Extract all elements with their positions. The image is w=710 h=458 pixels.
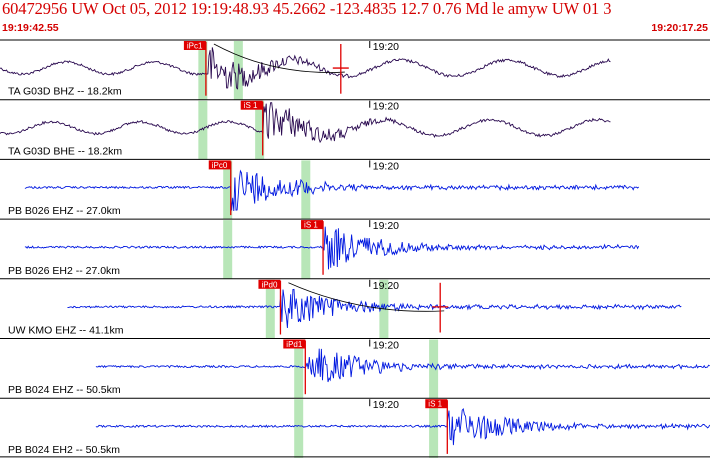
time-tick-label: 19:20 [373, 160, 399, 172]
waveform-trace [95, 348, 710, 383]
pick-label: iS 1 [428, 400, 442, 409]
pick-window [198, 100, 208, 160]
time-tick-label: 19:20 [373, 280, 399, 292]
pick-flag[interactable] [183, 41, 206, 50]
time-tick-label: 19:20 [373, 340, 399, 352]
pick-label: iPc1 [187, 42, 203, 51]
pick-flag[interactable] [208, 160, 231, 170]
channel-row[interactable]: 19:20 iS 1 PB B024 EH2 -- 50.5km [0, 397, 710, 458]
pick-window [255, 100, 265, 160]
pick-window [294, 339, 304, 399]
pick-window [301, 220, 311, 279]
channel-row[interactable]: 19:20 iS 1 PB B026 EH2 -- 27.0km [0, 218, 710, 279]
pick-flag[interactable] [425, 399, 448, 409]
time-tick-label: 19:20 [373, 220, 399, 232]
coda-curve [288, 282, 445, 312]
pick-window [198, 41, 208, 100]
pick-window [223, 220, 233, 279]
pick-label: iPd0 [261, 280, 278, 289]
waveform-trace [67, 288, 682, 329]
pick-flag[interactable] [258, 279, 281, 289]
channel-row[interactable]: 19:20 iPc1 TA G03D BHZ -- 18.2km [0, 39, 710, 100]
channel-row[interactable]: 19:20 iPd1 PB B024 EHZ -- 50.5km [0, 338, 710, 399]
waveform-trace [0, 47, 611, 90]
pick-window [265, 279, 275, 339]
waveform-trace [24, 226, 640, 270]
channel-label: UW KMO EHZ -- 41.1km [8, 325, 124, 337]
pick-label: iPc0 [212, 161, 228, 170]
waveform-trace [24, 169, 640, 212]
channel-row[interactable]: 19:20 iS 1 TA G03D BHE -- 18.2km [0, 99, 710, 160]
pick-label: iPd1 [286, 340, 303, 349]
time-end-label: 19:20:17.25 [651, 22, 708, 34]
channel-label: TA G03D BHE -- 18.2km [8, 145, 122, 157]
time-tick-label: 19:20 [373, 41, 399, 53]
channel-label: PB B024 EH2 -- 50.5km [8, 444, 120, 456]
pick-window [429, 339, 439, 399]
event-header: 60472956 UW Oct 05, 2012 19:19:48.93 45.… [0, 0, 710, 40]
waveform-trace [95, 408, 710, 446]
pick-flag[interactable] [301, 220, 324, 230]
event-title: 60472956 UW Oct 05, 2012 19:19:48.93 45.… [2, 0, 612, 18]
time-start-label: 19:19:42.55 [2, 22, 59, 34]
channel-row[interactable]: 19:20 iPd0 UW KMO EHZ -- 41.1km [0, 278, 710, 339]
pick-flag[interactable] [283, 339, 306, 349]
channel-label: PB B026 EH2 -- 27.0km [8, 265, 120, 277]
time-tick-label: 19:20 [373, 399, 399, 411]
pick-label: iS 1 [304, 221, 318, 230]
channel-label: PB B026 EHZ -- 27.0km [8, 205, 121, 217]
time-tick-label: 19:20 [373, 101, 399, 113]
pick-window [429, 399, 439, 458]
channel-label: PB B024 EHZ -- 50.5km [8, 384, 121, 396]
pick-window [223, 160, 233, 220]
channel-row[interactable]: 19:20 iPc0 PB B026 EHZ -- 27.0km [0, 158, 710, 220]
pick-window [294, 399, 304, 458]
waveform-trace [0, 102, 611, 144]
coda-curve [213, 43, 345, 73]
pick-flag[interactable] [240, 100, 263, 110]
pick-label: iS 1 [244, 101, 258, 110]
channel-label: TA G03D BHZ -- 18.2km [8, 86, 122, 98]
